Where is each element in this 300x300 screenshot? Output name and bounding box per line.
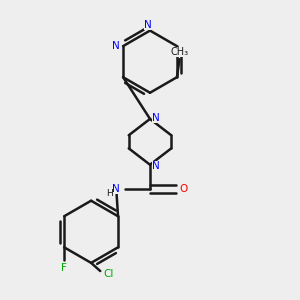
Text: CH₃: CH₃ bbox=[170, 47, 189, 57]
Text: N: N bbox=[152, 112, 160, 123]
Text: N: N bbox=[152, 161, 160, 171]
Text: O: O bbox=[179, 184, 188, 194]
Text: Cl: Cl bbox=[103, 269, 114, 279]
Text: F: F bbox=[61, 262, 67, 273]
Text: H: H bbox=[106, 189, 113, 198]
Text: N: N bbox=[112, 41, 120, 51]
Text: N: N bbox=[112, 184, 120, 194]
Text: N: N bbox=[143, 20, 151, 30]
